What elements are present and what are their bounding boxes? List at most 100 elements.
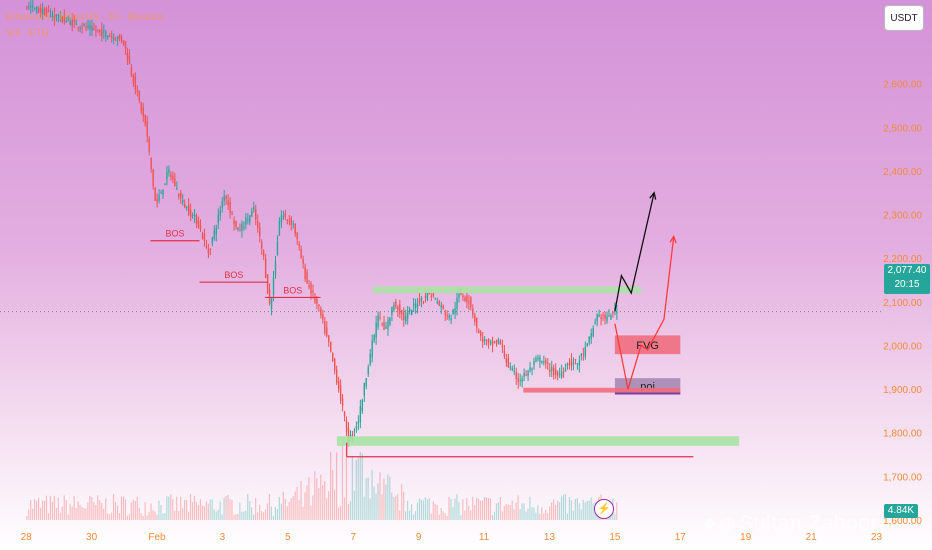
volume-bar: [53, 495, 55, 520]
y-tick-label: 1,800.00: [883, 429, 922, 440]
volume-bar: [410, 504, 413, 520]
volume-bar: [168, 496, 170, 520]
candle-body: [527, 370, 529, 376]
volume-bar: [227, 494, 229, 520]
currency-button[interactable]: USDT: [884, 5, 924, 31]
candle-body: [79, 27, 81, 29]
candle-body: [422, 301, 425, 303]
candle-body: [122, 40, 125, 45]
volume-bar: [493, 511, 496, 520]
candle-body: [450, 318, 452, 320]
candle-body: [391, 307, 393, 315]
candle-body: [170, 174, 172, 177]
volume-bar: [568, 497, 570, 520]
candle-body: [357, 421, 360, 424]
volume-bar: [570, 500, 572, 520]
candle-body: [109, 35, 111, 38]
candle-body: [184, 203, 186, 208]
volume-bar: [405, 511, 407, 520]
volume-bar: [367, 477, 369, 520]
volume-bar: [481, 500, 484, 520]
volume-bar: [49, 495, 52, 520]
watermark-logo-icon: ❖@: [702, 515, 736, 534]
candle-body: [77, 27, 79, 29]
volume-bar: [472, 496, 474, 520]
candle-body: [215, 227, 217, 235]
candle-body: [268, 289, 271, 305]
candle-body: [594, 322, 596, 324]
volume-bar: [89, 496, 91, 520]
candle-body: [223, 196, 225, 201]
candle-body: [95, 30, 97, 32]
candle-body: [576, 363, 579, 365]
volume-bar: [491, 515, 494, 520]
volume-bar: [383, 478, 385, 520]
candle-body: [272, 277, 275, 295]
candle-body: [499, 341, 502, 345]
candle-body: [318, 304, 320, 306]
candle-body: [462, 295, 464, 298]
volume-bar: [274, 506, 276, 520]
volume-bar: [474, 505, 476, 520]
volume-bar: [564, 494, 567, 520]
volume-bar: [590, 497, 592, 520]
candle-body: [566, 363, 569, 366]
volume-bar: [403, 491, 405, 520]
volume-bar: [310, 505, 312, 520]
x-tick-label: 13: [544, 532, 556, 543]
volume-bar: [28, 509, 30, 520]
candle-body: [243, 227, 245, 229]
x-tick-label: 11: [479, 532, 490, 543]
volume-bar: [393, 496, 395, 520]
watermark-text: Sultan Zahoor: [739, 512, 878, 535]
x-tick-label: 7: [350, 532, 356, 543]
volume-bar: [201, 505, 203, 520]
lightning-bolt-icon[interactable]: ⚡: [594, 499, 614, 519]
candle-body: [328, 335, 330, 342]
candle-body: [379, 317, 381, 319]
volume-bar: [422, 500, 424, 520]
candle-body: [266, 274, 269, 294]
candle-body: [521, 378, 523, 382]
candle-body: [426, 292, 429, 300]
volume-bar: [438, 514, 440, 520]
volume-bar: [174, 510, 176, 520]
candle-body: [507, 358, 510, 367]
candle-body: [334, 358, 336, 371]
candle-body: [438, 301, 440, 306]
volume-bar: [116, 505, 119, 520]
candle-body: [83, 24, 85, 26]
volume-bar: [152, 510, 154, 520]
volume-bar: [523, 503, 525, 520]
volume-bar: [211, 499, 213, 520]
candle-body: [207, 249, 210, 254]
volume-bar: [172, 499, 174, 520]
volume-bar: [326, 498, 328, 520]
candle-body: [460, 292, 462, 295]
volume-bar: [616, 502, 618, 520]
candle-body: [393, 305, 395, 311]
volume-bar: [351, 456, 353, 520]
candle-body: [71, 19, 73, 27]
candle-body: [162, 189, 164, 195]
bullish-projection-red-head: [669, 234, 677, 244]
volume-bar: [225, 495, 227, 520]
candle-body: [468, 301, 470, 304]
candle-body: [389, 317, 391, 325]
candle-body: [458, 293, 460, 299]
candle-body: [160, 192, 162, 194]
volume-bar: [280, 503, 282, 520]
fvg-zone: [614, 335, 681, 355]
candle-body: [310, 282, 312, 294]
candle-body: [466, 295, 468, 303]
candle-body: [154, 187, 156, 201]
candle-body: [337, 380, 340, 390]
candle-body: [158, 194, 160, 201]
x-tick-label: 30: [86, 532, 98, 543]
candle-body: [209, 248, 212, 250]
candle-body: [377, 315, 379, 328]
candle-body: [444, 312, 446, 316]
volume-bar: [105, 498, 107, 520]
